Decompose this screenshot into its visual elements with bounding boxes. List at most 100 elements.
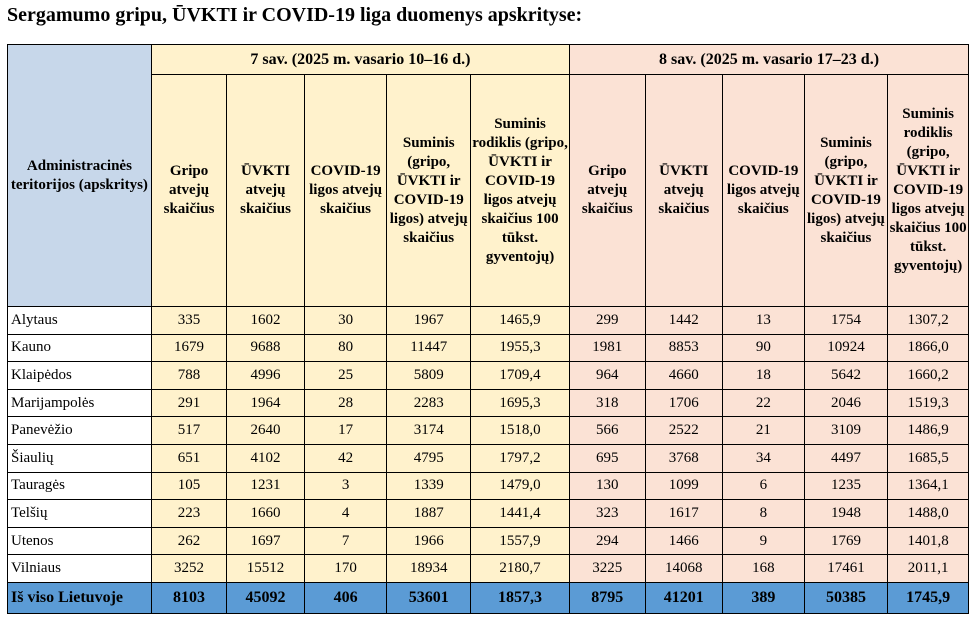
value-cell: 17 xyxy=(303,416,388,445)
value-cell: 1769 xyxy=(803,526,889,556)
table-row: Marijampolės 291 1964 28 2283 1695,3 318 1706 22… xyxy=(7,388,969,418)
value-cell: 34 xyxy=(722,443,805,473)
value-cell: 30 xyxy=(303,306,388,335)
value-cell: 3 xyxy=(303,471,388,501)
incidence-table: Administracinės teritorijos (apskritys) … xyxy=(7,44,969,614)
column-header-w7-4: Suminis (gripo, ŪVKTI ir COVID-19 ligos)… xyxy=(386,74,472,307)
value-cell: 1518,0 xyxy=(470,416,571,445)
region-name: Tauragės xyxy=(7,471,152,501)
value-cell: 695 xyxy=(569,443,646,473)
value-cell: 53601 xyxy=(386,581,472,614)
value-cell: 18 xyxy=(722,361,805,390)
value-cell: 41201 xyxy=(644,581,724,614)
region-name: Utenos xyxy=(7,526,152,556)
value-cell: 1099 xyxy=(644,471,724,501)
value-cell: 9688 xyxy=(226,333,305,363)
value-cell: 1617 xyxy=(644,499,724,528)
region-name: Kauno xyxy=(7,333,152,363)
value-cell: 1519,3 xyxy=(887,388,969,418)
value-cell: 3252 xyxy=(150,554,228,583)
value-cell: 291 xyxy=(150,388,228,418)
value-cell: 4996 xyxy=(226,361,305,390)
value-cell: 964 xyxy=(569,361,646,390)
value-cell: 651 xyxy=(150,443,228,473)
table-row: Telšių 223 1660 4 1887 1441,4 323 1617 8 1948 1488… xyxy=(7,499,969,528)
column-header-w7-1: Gripo atvejų skaičius xyxy=(150,74,228,307)
value-cell: 8103 xyxy=(150,581,228,614)
value-cell: 130 xyxy=(569,471,646,501)
value-cell: 1364,1 xyxy=(887,471,969,501)
value-cell: 8853 xyxy=(644,333,724,363)
value-cell: 45092 xyxy=(226,581,305,614)
value-cell: 8795 xyxy=(569,581,646,614)
value-cell: 1697 xyxy=(226,526,305,556)
value-cell: 1465,9 xyxy=(470,306,571,335)
region-name: Šiaulių xyxy=(7,443,152,473)
value-cell: 262 xyxy=(150,526,228,556)
table-row: Alytaus 335 1602 30 1967 1465,9 299 1442 13 1754 1… xyxy=(7,306,969,335)
value-cell: 1401,8 xyxy=(887,526,969,556)
value-cell: 1745,9 xyxy=(887,581,969,614)
value-cell: 1948 xyxy=(803,499,889,528)
value-cell: 1235 xyxy=(803,471,889,501)
value-cell: 1660 xyxy=(226,499,305,528)
value-cell: 1231 xyxy=(226,471,305,501)
column-header-w7-5: Suminis rodiklis (gripo, ŪVKTI ir COVID-… xyxy=(470,74,571,307)
value-cell: 1441,4 xyxy=(470,499,571,528)
region-name: Marijampolės xyxy=(7,388,152,418)
value-cell: 335 xyxy=(150,306,228,335)
value-cell: 6 xyxy=(722,471,805,501)
value-cell: 4497 xyxy=(803,443,889,473)
region-name: Telšių xyxy=(7,499,152,528)
table-row: Panevėžio 517 2640 17 3174 1518,0 566 2522 21 310… xyxy=(7,416,969,445)
table-row: Klaipėdos 788 4996 25 5809 1709,4 964 4660 18 564… xyxy=(7,361,969,390)
value-cell: 1967 xyxy=(386,306,472,335)
value-cell: 788 xyxy=(150,361,228,390)
value-cell: 168 xyxy=(722,554,805,583)
value-cell: 1486,9 xyxy=(887,416,969,445)
value-cell: 42 xyxy=(303,443,388,473)
value-cell: 566 xyxy=(569,416,646,445)
value-cell: 2522 xyxy=(644,416,724,445)
value-cell: 389 xyxy=(722,581,805,614)
value-cell: 1887 xyxy=(386,499,472,528)
value-cell: 2011,1 xyxy=(887,554,969,583)
column-header-w7-2: ŪVKTI atvejų skaičius xyxy=(226,74,305,307)
value-cell: 223 xyxy=(150,499,228,528)
value-cell: 406 xyxy=(303,581,388,614)
value-cell: 7 xyxy=(303,526,388,556)
value-cell: 10924 xyxy=(803,333,889,363)
value-cell: 2180,7 xyxy=(470,554,571,583)
table-row: Utenos 262 1697 7 1966 1557,9 294 1466 9 1769 1401… xyxy=(7,526,969,556)
value-cell: 1339 xyxy=(386,471,472,501)
column-header-w8-2: ŪVKTI atvejų skaičius xyxy=(644,74,724,307)
column-header-w8-1: Gripo atvejų skaičius xyxy=(569,74,646,307)
value-cell: 17461 xyxy=(803,554,889,583)
value-cell: 1695,3 xyxy=(470,388,571,418)
value-cell: 1981 xyxy=(569,333,646,363)
value-cell: 5809 xyxy=(386,361,472,390)
week7-header: 7 sav. (2025 m. vasario 10–16 d.) xyxy=(150,44,571,75)
table-row: Kauno 1679 9688 80 11447 1955,3 1981 8853 90 1092… xyxy=(7,333,969,363)
value-cell: 50385 xyxy=(803,581,889,614)
value-cell: 318 xyxy=(569,388,646,418)
value-cell: 1964 xyxy=(226,388,305,418)
value-cell: 299 xyxy=(569,306,646,335)
total-row: Iš viso Lietuvoje 8103 45092 406 53601 1857,3… xyxy=(7,581,969,614)
column-header-w8-4: Suminis (gripo, ŪVKTI ir COVID-19 ligos)… xyxy=(803,74,889,307)
value-cell: 5642 xyxy=(803,361,889,390)
value-cell: 4795 xyxy=(386,443,472,473)
value-cell: 1754 xyxy=(803,306,889,335)
value-cell: 1557,9 xyxy=(470,526,571,556)
value-cell: 3174 xyxy=(386,416,472,445)
value-cell: 14068 xyxy=(644,554,724,583)
value-cell: 18934 xyxy=(386,554,472,583)
value-cell: 1307,2 xyxy=(887,306,969,335)
value-cell: 9 xyxy=(722,526,805,556)
column-header-w8-3: COVID-19 ligos atvejų skaičius xyxy=(722,74,805,307)
value-cell: 25 xyxy=(303,361,388,390)
value-cell: 2640 xyxy=(226,416,305,445)
table-row: Vilniaus 3252 15512 170 18934 2180,7 3225 14068… xyxy=(7,554,969,583)
value-cell: 1866,0 xyxy=(887,333,969,363)
value-cell: 4102 xyxy=(226,443,305,473)
